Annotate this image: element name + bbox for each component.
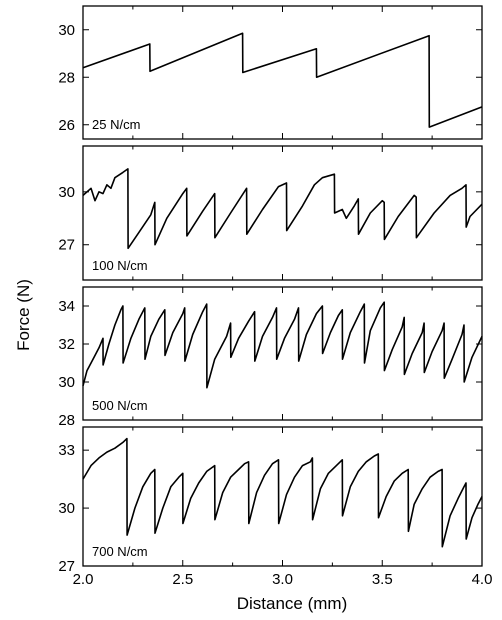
panel-label: 100 N/cm xyxy=(92,258,148,273)
x-tick-label: 2.0 xyxy=(73,571,94,588)
force-trace xyxy=(82,32,483,128)
panel-3: 28 30 32 34 500 N/cm xyxy=(58,286,483,429)
force-trace xyxy=(82,437,483,548)
y-tick-label: 27 xyxy=(58,237,75,254)
force-trace xyxy=(82,168,483,250)
x-tick-label: 2.5 xyxy=(172,571,193,588)
panel-frame xyxy=(82,5,483,140)
y-tick-label: 30 xyxy=(58,500,75,517)
y-tick-label: 27 xyxy=(58,558,75,575)
force-trace xyxy=(82,301,483,389)
panel-label: 25 N/cm xyxy=(92,117,140,132)
x-axis-title: Distance (mm) xyxy=(237,594,348,613)
panel-label: 500 N/cm xyxy=(92,398,148,413)
x-axis: 2.0 2.5 3.0 3.5 4.0 xyxy=(73,571,493,588)
y-tick-label: 32 xyxy=(58,336,75,353)
panel-label: 700 N/cm xyxy=(92,544,148,559)
y-tick-label: 34 xyxy=(58,298,75,315)
panels-group: 26 28 30 25 N/cm 27 30 100 N/cm 28 30 32 34 500 N/c… xyxy=(58,5,483,575)
panel-2: 27 30 100 N/cm xyxy=(58,145,483,281)
y-tick-label: 30 xyxy=(58,22,75,39)
x-tick-label: 3.5 xyxy=(372,571,393,588)
y-tick-label: 33 xyxy=(58,442,75,459)
y-axis-title: Force (N) xyxy=(14,279,33,351)
y-tick-label: 28 xyxy=(58,412,75,429)
x-tick-label: 3.0 xyxy=(272,571,293,588)
y-tick-label: 28 xyxy=(58,69,75,86)
y-tick-label: 26 xyxy=(58,117,75,134)
panel-4: 27 30 33 700 N/cm xyxy=(58,426,483,575)
x-tick-label: 4.0 xyxy=(472,571,493,588)
y-tick-label: 30 xyxy=(58,184,75,201)
panel-1: 26 28 30 25 N/cm xyxy=(58,5,483,140)
y-tick-label: 30 xyxy=(58,374,75,391)
